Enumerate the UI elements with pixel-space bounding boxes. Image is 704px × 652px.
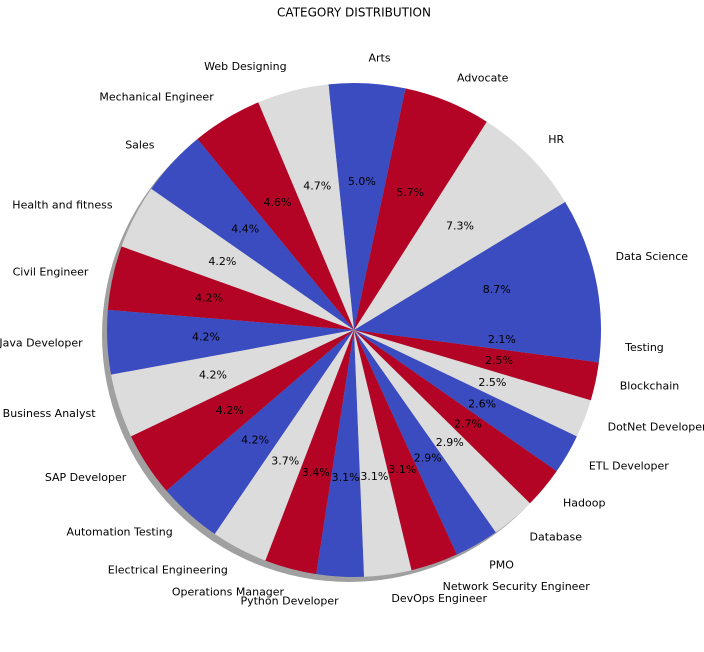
slice-label: Database bbox=[530, 530, 583, 543]
pie-slice bbox=[131, 330, 354, 491]
pie-slice bbox=[166, 330, 354, 535]
slice-label: Network Security Engineer bbox=[443, 580, 591, 593]
pie-slice bbox=[354, 330, 601, 363]
pie-slice bbox=[107, 309, 354, 375]
percent-label: 3.4% bbox=[302, 466, 330, 479]
slice-label: Business Analyst bbox=[3, 407, 97, 420]
pie-slice bbox=[265, 330, 354, 575]
slice-label: Advocate bbox=[457, 72, 509, 85]
percent-label: 4.2% bbox=[199, 369, 227, 382]
percent-label: 4.7% bbox=[303, 179, 331, 192]
pie-slice bbox=[197, 102, 354, 330]
percent-label: 3.1% bbox=[332, 471, 360, 484]
pie-slice bbox=[316, 330, 365, 578]
percent-label: 2.9% bbox=[414, 452, 442, 465]
pie-slice bbox=[354, 88, 487, 330]
pie-slice bbox=[258, 84, 354, 330]
pie-slice bbox=[354, 330, 412, 577]
labels: Data Science 8.7% HR 7.3% Advocate 5.7% Arts 5.… bbox=[0, 52, 704, 608]
percent-label: 2.7% bbox=[454, 418, 482, 431]
slice-label: Python Developer bbox=[240, 594, 339, 607]
slice-label: Operations Manager bbox=[172, 586, 285, 599]
pie-slice bbox=[151, 138, 354, 330]
pie-slice bbox=[354, 330, 599, 401]
percent-label: 8.7% bbox=[483, 283, 511, 296]
slice-label: Sales bbox=[125, 139, 155, 152]
percent-label: 4.2% bbox=[241, 433, 269, 446]
slice-label: Testing bbox=[624, 341, 664, 354]
percent-label: 2.5% bbox=[478, 376, 506, 389]
percent-label: 4.4% bbox=[231, 222, 259, 235]
pie-slice bbox=[121, 188, 354, 330]
slice-label: Civil Engineer bbox=[13, 266, 89, 279]
percent-label: 4.2% bbox=[195, 292, 223, 305]
percent-label: 4.2% bbox=[216, 404, 244, 417]
slice-label: Data Science bbox=[616, 250, 689, 263]
pie-slice bbox=[354, 330, 457, 571]
percent-label: 4.2% bbox=[208, 255, 236, 268]
pie-slice bbox=[354, 330, 577, 472]
slice-label: Arts bbox=[368, 52, 390, 65]
percent-label: 2.6% bbox=[468, 398, 496, 411]
percent-label: 5.0% bbox=[348, 175, 376, 188]
percent-label: 2.5% bbox=[485, 354, 513, 367]
pie-slice bbox=[354, 330, 557, 504]
pie-slice bbox=[111, 330, 354, 437]
slice-label: Blockchain bbox=[620, 380, 680, 393]
slice-label: Electrical Engineering bbox=[108, 564, 228, 577]
pie-slice bbox=[354, 330, 496, 555]
slice-label: Mechanical Engineer bbox=[99, 90, 214, 103]
slices bbox=[107, 83, 601, 578]
slice-label: Hadoop bbox=[563, 497, 605, 510]
percent-label: 3.7% bbox=[271, 454, 299, 467]
pie-slice bbox=[354, 121, 566, 330]
chart-title: CATEGORY DISTRIBUTION bbox=[277, 6, 431, 20]
percent-label: 3.1% bbox=[388, 463, 416, 476]
percent-label: 5.7% bbox=[396, 186, 424, 199]
slice-label: SAP Developer bbox=[45, 471, 127, 484]
slice-label: HR bbox=[548, 133, 564, 146]
slice-label: PMO bbox=[489, 559, 514, 572]
slice-label: Java Developer bbox=[0, 337, 83, 350]
percent-label: 7.3% bbox=[446, 219, 474, 232]
slice-label: Web Designing bbox=[204, 60, 286, 73]
pie-slice bbox=[354, 330, 531, 533]
pie-slice bbox=[214, 330, 354, 561]
pie-slice bbox=[354, 330, 591, 437]
slice-label: ETL Developer bbox=[589, 460, 669, 473]
slice-label: DevOps Engineer bbox=[391, 592, 487, 605]
pie-slice bbox=[328, 83, 406, 330]
slice-label: Health and fitness bbox=[12, 198, 113, 211]
slice-label: Automation Testing bbox=[66, 525, 172, 538]
pie-slice bbox=[107, 246, 354, 330]
percent-label: 4.2% bbox=[192, 330, 220, 343]
pie-slice bbox=[354, 201, 601, 330]
percent-label: 3.1% bbox=[360, 470, 388, 483]
percent-label: 2.9% bbox=[436, 436, 464, 449]
percent-label: 4.6% bbox=[264, 196, 292, 209]
slice-label: DotNet Developer bbox=[608, 420, 704, 433]
percent-label: 2.1% bbox=[488, 333, 516, 346]
